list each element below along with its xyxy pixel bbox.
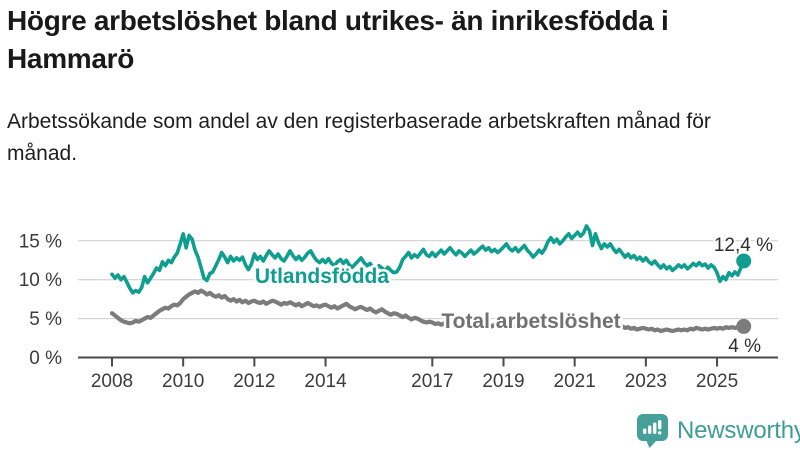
x-axis-tick-label: 2019 [482,371,524,392]
x-axis-tick-label: 2012 [233,371,275,392]
x-axis-tick-label: 2025 [696,371,738,392]
x-axis-tick-label: 2023 [625,371,667,392]
series-label-total: Total arbetslöshet [441,310,620,333]
series-end-dot-utlandsfodda [736,253,752,269]
series-line-utlandsfodda [110,224,746,295]
y-axis-tick-label: 15 % [19,231,62,252]
newsworthy-logo[interactable]: Newsworthy [636,413,800,448]
x-axis-tick-label: 2008 [91,371,133,392]
x-axis-tick-label: 2014 [304,371,347,392]
page-title: Högre arbetslöshet bland utrikes- än inr… [7,5,669,74]
series-end-dot-total [736,318,752,334]
y-axis-tick-label: 10 % [19,270,62,291]
y-axis-tick-label: 5 % [29,309,62,330]
series-end-value-utlandsfodda: 12,4 % [714,235,773,256]
newsworthy-logo-text: Newsworthy [677,416,800,444]
x-axis-tick-label: 2010 [162,371,204,392]
y-axis-tick-label: 0 % [29,348,62,369]
newsworthy-logo-icon [637,414,668,448]
series-line-total [109,288,746,334]
series-label-utlandsfodda: Utlandsfödda [255,265,389,288]
x-axis-tick-label: 2017 [411,371,453,392]
series-end-value-total: 4 % [728,336,761,357]
chart-subtitle: Arbetssökande som andel av den registerb… [7,110,711,165]
x-axis-tick-label: 2021 [554,371,596,392]
